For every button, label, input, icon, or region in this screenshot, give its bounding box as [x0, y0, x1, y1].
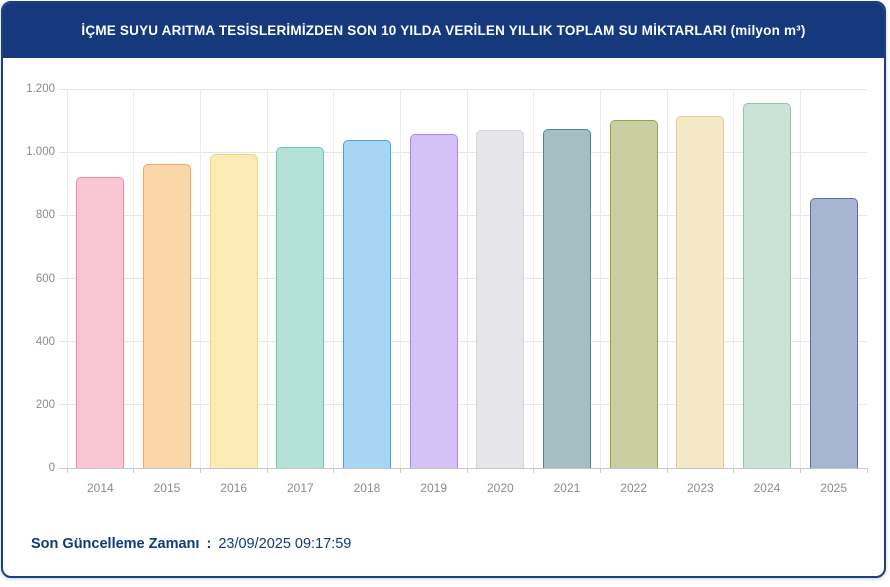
x-axis-tick: [66, 468, 68, 473]
x-axis-tick: [799, 468, 801, 473]
last-update-row: Son Güncelleme Zamanı : 23/09/2025 09:17…: [3, 507, 884, 552]
h-gridline: [59, 88, 867, 90]
h-gridline: [59, 214, 867, 216]
x-axis-label-2023: 2023: [686, 481, 714, 495]
v-gridline: [599, 89, 601, 468]
x-axis-tick: [599, 468, 601, 473]
x-axis-tick: [533, 468, 535, 473]
x-axis-label-2024: 2024: [753, 481, 781, 495]
y-axis-tick-label: 1.000: [26, 146, 55, 159]
bar-2017[interactable]: [276, 147, 325, 468]
v-gridline: [799, 89, 801, 468]
v-gridline: [533, 89, 535, 468]
x-axis-tick: [133, 468, 135, 473]
x-axis-tick: [466, 468, 468, 473]
v-gridline: [399, 89, 401, 468]
bar-2015[interactable]: [143, 164, 191, 468]
bar-2021[interactable]: [543, 128, 591, 468]
annual-water-bar-chart: 0 200 400 600 800 1.000 1.200 2014 2015 2016 2017 2…: [3, 58, 884, 507]
x-axis-label-2021: 2021: [553, 481, 581, 495]
x-axis-label-2018: 2018: [353, 481, 381, 495]
bar-2022[interactable]: [609, 119, 658, 468]
y-axis-tick-label: 400: [35, 335, 55, 348]
x-axis-label-2017: 2017: [286, 481, 314, 495]
bar-2024[interactable]: [743, 102, 791, 468]
x-axis-label-2020: 2020: [486, 481, 514, 495]
v-gridline: [199, 89, 201, 468]
bar-2025[interactable]: [809, 197, 858, 468]
y-axis-tick-label: 1.200: [26, 83, 55, 95]
x-axis-line: [59, 467, 867, 469]
h-gridline: [59, 278, 867, 279]
bar-2023[interactable]: [676, 116, 725, 468]
v-gridline: [733, 89, 735, 468]
x-axis-tick: [733, 468, 735, 473]
y-axis-tick-label: 200: [35, 398, 55, 411]
v-gridline: [466, 89, 468, 468]
last-update-label: Son Güncelleme Zamanı: [31, 536, 200, 552]
bar-2020[interactable]: [476, 129, 525, 468]
x-axis-label-2022: 2022: [620, 481, 647, 495]
last-update-value: 23/09/2025 09:17:59: [218, 536, 352, 552]
x-axis-label-2015: 2015: [153, 481, 181, 495]
v-gridline: [266, 89, 268, 468]
x-axis-label-2025: 2025: [820, 481, 847, 495]
x-axis-label-2014: 2014: [86, 481, 114, 495]
x-axis-tick: [666, 468, 668, 473]
v-gridline: [66, 89, 68, 468]
y-axis-tick-label: 0: [48, 462, 55, 474]
h-gridline: [59, 341, 867, 343]
bar-2014[interactable]: [76, 177, 125, 468]
v-gridline: [133, 89, 135, 468]
chart-title: İÇME SUYU ARITMA TESİSLERİMİZDEN SON 10 …: [81, 23, 806, 38]
bar-2016[interactable]: [209, 153, 258, 468]
report-card: İÇME SUYU ARITMA TESİSLERİMİZDEN SON 10 …: [1, 1, 886, 578]
h-gridline: [59, 151, 867, 153]
h-gridline: [59, 404, 867, 406]
last-update-separator: :: [206, 536, 212, 552]
v-gridline: [333, 89, 335, 468]
v-gridline: [666, 89, 668, 468]
y-axis-tick-label: 800: [35, 209, 55, 222]
x-axis-tick: [333, 468, 335, 473]
bar-2019[interactable]: [409, 133, 458, 468]
chart-title-bar: İÇME SUYU ARITMA TESİSLERİMİZDEN SON 10 …: [3, 3, 884, 58]
x-axis-label-2016: 2016: [220, 481, 247, 495]
x-axis-tick: [866, 468, 868, 473]
x-axis-tick: [399, 468, 401, 473]
x-axis-label-2019: 2019: [420, 481, 447, 495]
x-axis-tick: [199, 468, 201, 473]
x-axis-tick: [266, 468, 268, 473]
bar-2018[interactable]: [343, 140, 391, 468]
y-axis-tick-label: 600: [35, 272, 55, 285]
